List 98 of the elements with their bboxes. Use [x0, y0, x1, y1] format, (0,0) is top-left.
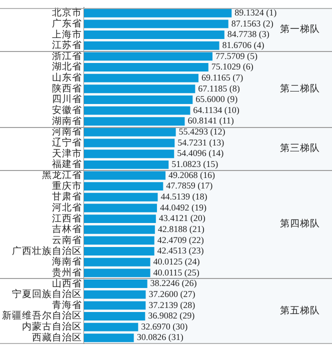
y-tick-label: 福建省 — [52, 158, 82, 170]
data-label: 69.1165 (7) — [201, 72, 244, 82]
bar — [84, 258, 150, 266]
data-label: 44.5139 (18) — [160, 192, 208, 202]
bar — [84, 214, 156, 224]
band-label: 第二梯队 — [280, 82, 320, 94]
bar — [84, 312, 146, 320]
y-tick-label: 山西省 — [52, 277, 82, 290]
y-tick-label: 湖北省 — [52, 60, 82, 73]
y-tick-label: 河北省 — [52, 201, 82, 214]
bar — [84, 30, 224, 39]
bar — [84, 247, 154, 256]
bar — [84, 117, 185, 126]
y-tick-label: 内蒙古自治区 — [22, 320, 82, 333]
bar — [84, 138, 175, 148]
data-label: 40.0125 (24) — [153, 256, 200, 266]
y-tick-label: 青海省 — [52, 298, 82, 311]
bar — [84, 106, 190, 115]
y-tick-label: 安徽省 — [52, 104, 82, 116]
data-label: 40.0115 (25) — [153, 267, 200, 278]
bar — [84, 160, 169, 169]
y-tick-label: 新疆维吾尔自治区 — [2, 310, 82, 322]
y-tick-label: 上海市 — [52, 28, 82, 40]
data-label: 44.0492 (19) — [160, 202, 206, 212]
bar — [84, 182, 164, 191]
y-tick-label: 甘肃省 — [52, 190, 82, 203]
bar — [84, 96, 193, 104]
data-label: 75.1029 (6) — [211, 62, 254, 72]
data-label: 87.1563 (2) — [231, 18, 274, 28]
y-tick-label: 吉林省 — [52, 223, 82, 236]
data-label: 81.6706 (4) — [222, 40, 264, 50]
y-tick-label: 四川省 — [52, 93, 82, 106]
data-label: 77.5709 (5) — [215, 50, 258, 61]
data-label: 84.7738 (3) — [227, 29, 270, 40]
y-tick-label: 黑龙江省 — [42, 169, 82, 181]
data-label: 37.2600 (27) — [148, 288, 196, 299]
bar — [84, 268, 150, 278]
bar — [84, 8, 232, 18]
y-tick-label: 天津市 — [52, 147, 82, 160]
data-label: 43.4121 (20) — [158, 213, 206, 224]
band-label: 第四梯队 — [280, 218, 320, 230]
data-label: 65.6000 (9) — [196, 94, 238, 104]
y-tick-label: 贵州省 — [52, 266, 82, 278]
data-label: 30.0826 (31) — [136, 332, 184, 342]
bar — [84, 204, 157, 212]
data-label: 51.0823 (15) — [172, 159, 218, 170]
bar — [84, 225, 155, 234]
y-tick-label: 江苏省 — [52, 39, 82, 52]
bar — [84, 74, 198, 82]
data-label: 54.7231 (13) — [178, 137, 224, 148]
y-tick-label: 辽宁省 — [52, 136, 82, 149]
data-label: 64.1134 (10) — [193, 104, 240, 115]
bar — [84, 334, 134, 342]
bar — [84, 52, 212, 61]
y-tick-label: 河南省 — [52, 126, 82, 138]
bar — [84, 301, 146, 310]
bar — [84, 322, 138, 332]
band-label: 第五梯队 — [280, 304, 320, 316]
y-tick-label: 浙江省 — [52, 50, 82, 62]
y-tick-label: 广西壮族自治区 — [12, 244, 82, 257]
y-tick-label: 广东省 — [52, 17, 82, 30]
data-label: 37.2139 (28) — [148, 300, 196, 310]
bar — [84, 84, 196, 94]
data-label: 89.1324 (1) — [234, 7, 277, 18]
bar — [84, 150, 174, 158]
y-tick-label: 湖南省 — [52, 114, 82, 127]
y-tick-label: 西藏自治区 — [32, 331, 82, 344]
y-tick-label: 宁夏回族自治区 — [12, 288, 82, 300]
band-label: 第一梯队 — [280, 22, 320, 35]
y-tick-label: 山东省 — [52, 72, 82, 84]
bar — [84, 171, 166, 180]
data-label: 49.2068 (16) — [168, 170, 215, 180]
data-label: 47.7859 (17) — [166, 180, 213, 191]
data-label: 67.1185 (8) — [198, 83, 240, 94]
bar — [84, 128, 176, 136]
band-label: 第三梯队 — [280, 142, 320, 154]
data-label: 60.8141 (11) — [188, 116, 234, 126]
data-label: 36.9082 (29) — [148, 310, 195, 321]
y-tick-label: 重庆市 — [52, 180, 82, 192]
data-label: 42.8188 (21) — [158, 224, 204, 234]
bar — [84, 280, 148, 288]
y-tick-label: 陕西省 — [52, 82, 82, 94]
data-label: 42.4709 (22) — [157, 234, 204, 245]
data-label: 54.4096 (14) — [177, 148, 224, 158]
data-label: 42.4513 (23) — [157, 246, 204, 256]
y-tick-label: 江西省 — [52, 212, 82, 224]
data-label: 32.6970 (30) — [141, 321, 188, 332]
y-tick-label: 云南省 — [52, 234, 82, 246]
y-tick-label: 海南省 — [52, 256, 82, 268]
bar — [84, 20, 228, 28]
y-tick-label: 北京市 — [52, 6, 82, 19]
bar — [84, 236, 154, 245]
data-label: 38.2246 (26) — [150, 278, 197, 288]
bar — [84, 290, 146, 299]
bar — [84, 41, 220, 50]
data-label: 55.4293 (12) — [178, 126, 226, 137]
bar — [84, 63, 208, 72]
bar — [84, 192, 158, 202]
